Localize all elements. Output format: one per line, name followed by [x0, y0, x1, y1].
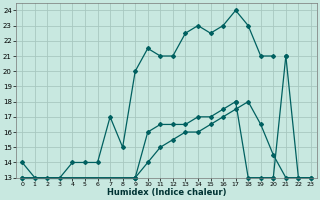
X-axis label: Humidex (Indice chaleur): Humidex (Indice chaleur)	[107, 188, 226, 197]
